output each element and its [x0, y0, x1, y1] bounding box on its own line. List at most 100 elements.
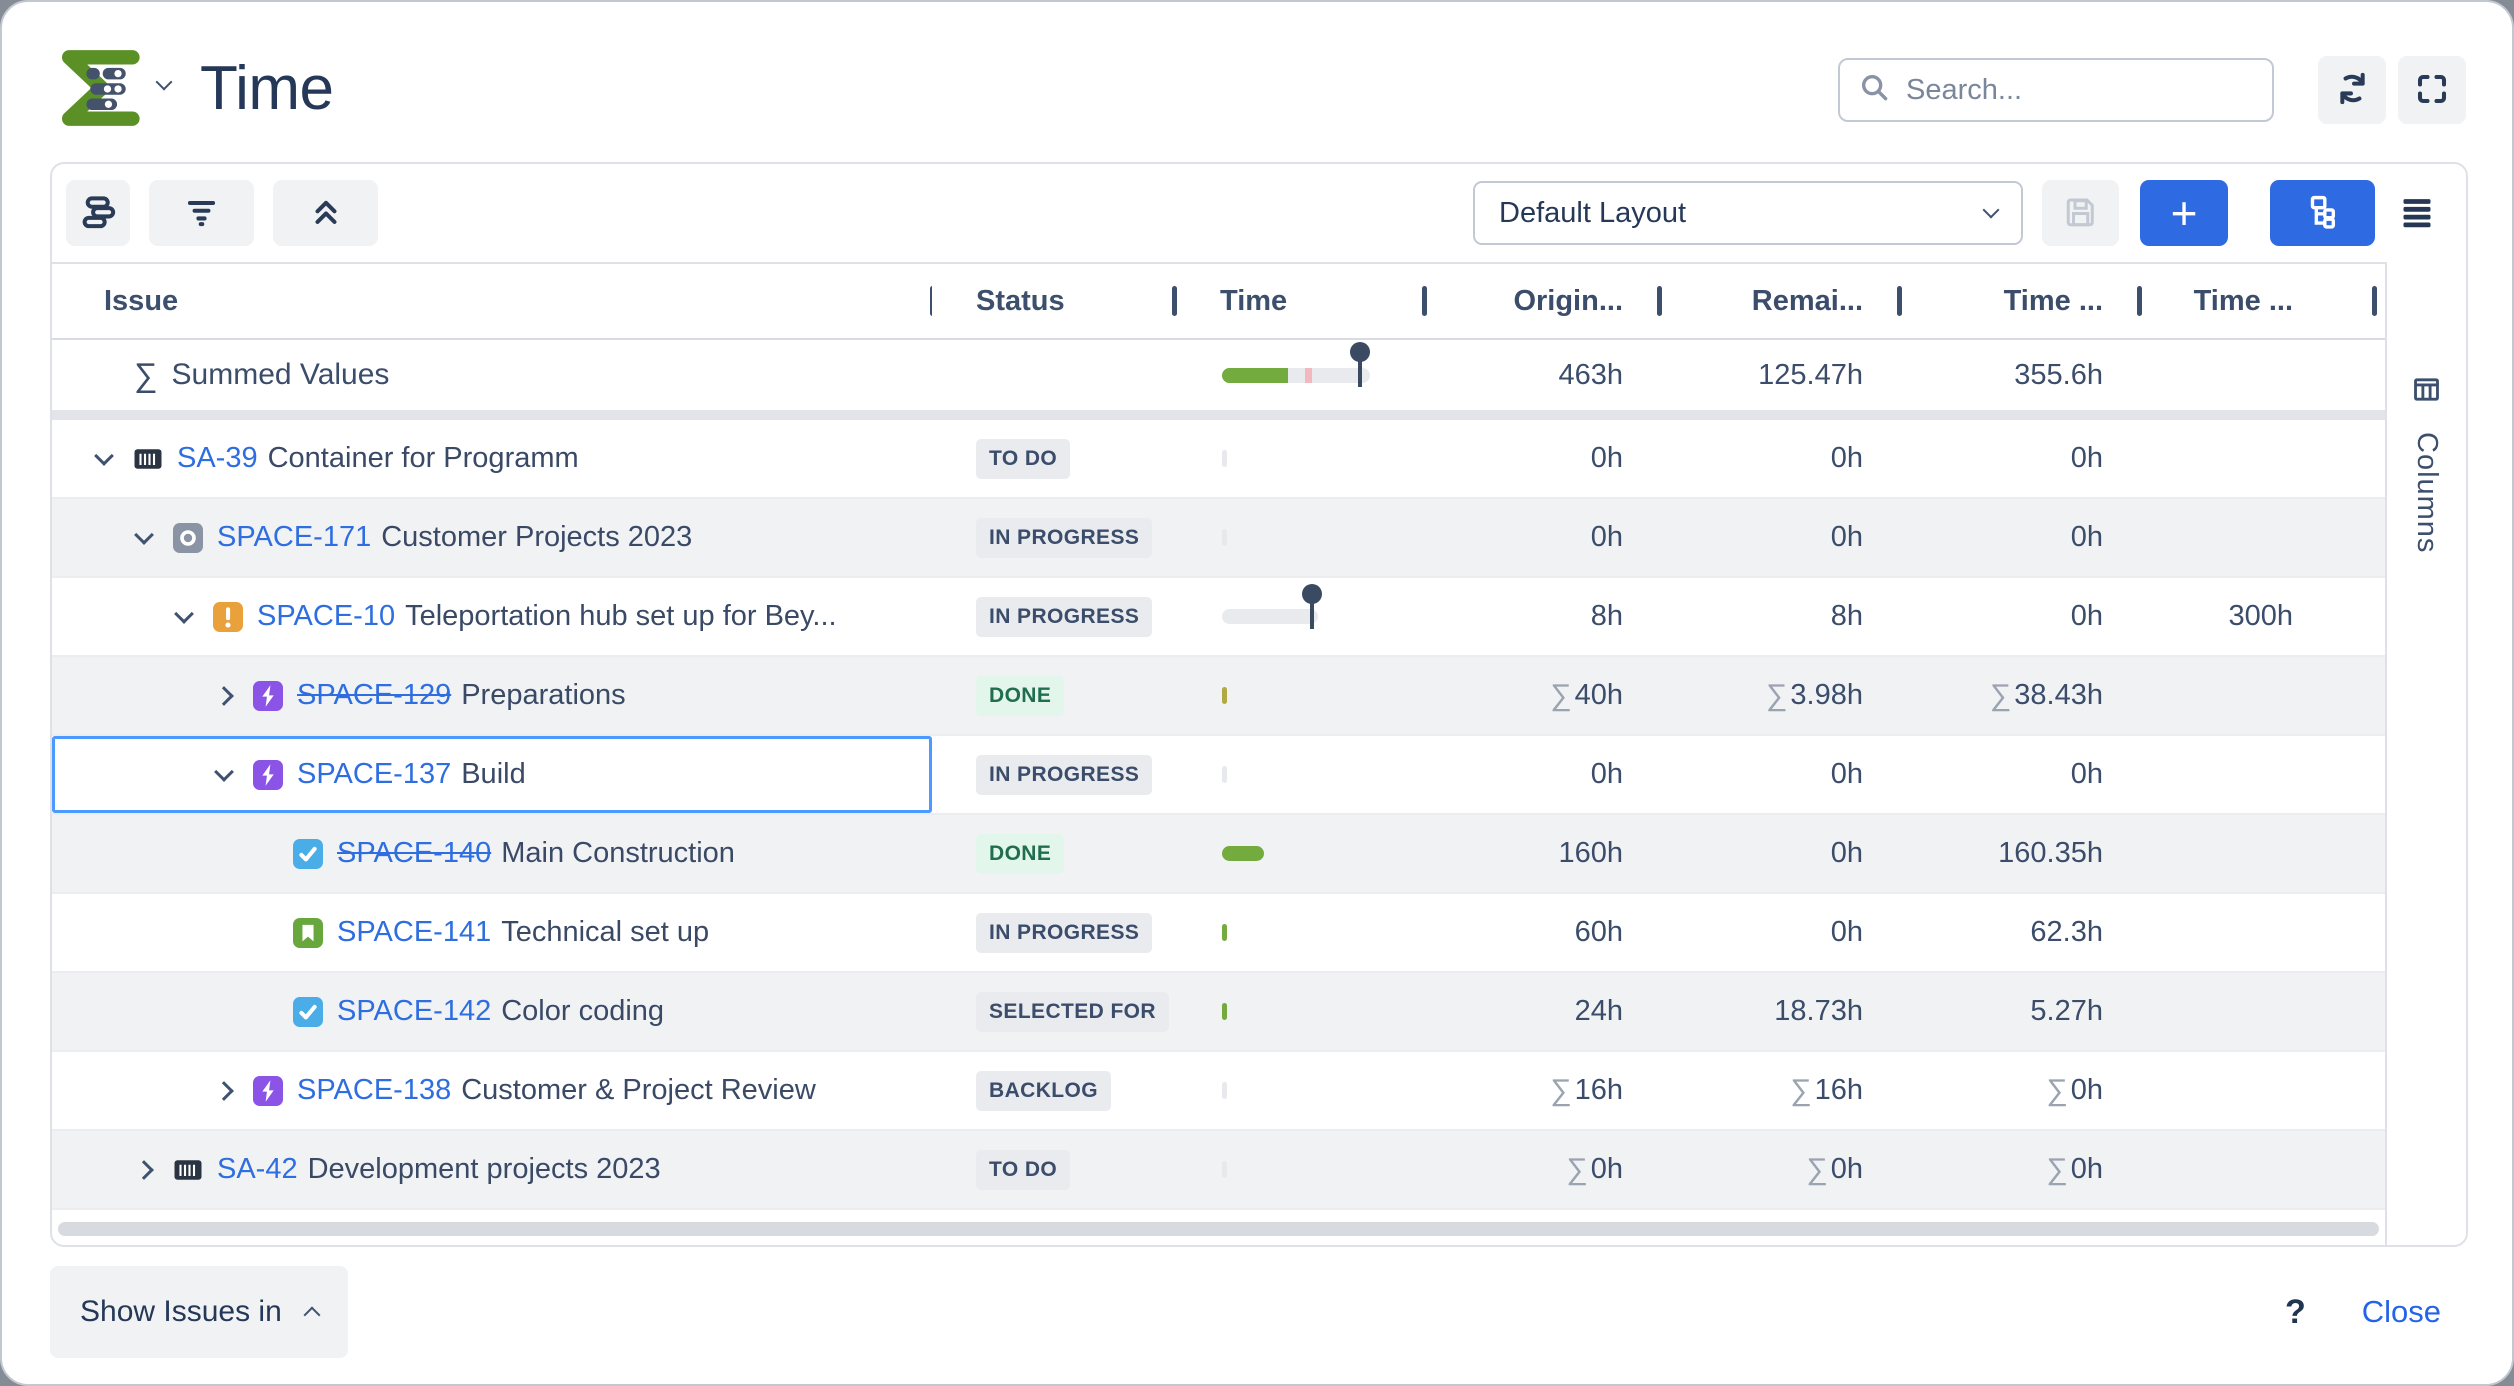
- dialog-header: Time: [50, 38, 2466, 142]
- column-resize-handle[interactable]: [1657, 286, 1662, 316]
- column-resize-handle[interactable]: [1897, 286, 1902, 316]
- issue-cell[interactable]: SA-42 Development projects 2023: [52, 1131, 932, 1208]
- column-header-5[interactable]: Time ...: [1899, 264, 2142, 338]
- table-row[interactable]: SPACE-142 Color coding SELECTED FOR 24h …: [52, 973, 2385, 1052]
- issue-key-link[interactable]: SPACE-142: [337, 995, 492, 1027]
- column-header-2[interactable]: Time: [1174, 264, 1427, 338]
- column-header-4[interactable]: Remai...: [1659, 264, 1902, 338]
- issue-key-link[interactable]: SA-39: [177, 442, 258, 474]
- cell-value: 0h: [1830, 521, 1863, 553]
- collapse-all-button[interactable]: [273, 180, 378, 246]
- issue-key-link[interactable]: SPACE-10: [257, 600, 396, 632]
- issue-key-link[interactable]: SA-42: [217, 1153, 298, 1185]
- table-row[interactable]: SA-42 Development projects 2023 TO DO ∑ 0…: [52, 1131, 2385, 1210]
- table-row[interactable]: SA-39 Container for Programm TO DO 0h 0h…: [52, 420, 2385, 499]
- expander-chevron-down-icon[interactable]: [94, 445, 114, 466]
- issue-cell[interactable]: SPACE-141 Technical set up: [52, 894, 932, 971]
- expander-chevron-right-icon[interactable]: [134, 1159, 154, 1180]
- column-resize-handle[interactable]: [1422, 286, 1427, 316]
- issue-key-link[interactable]: SPACE-137: [297, 758, 452, 790]
- table-row[interactable]: SPACE-10 Teleportation hub set up for Be…: [52, 578, 2385, 657]
- column-header-0[interactable]: Issue: [52, 264, 932, 338]
- issue-cell[interactable]: SPACE-142 Color coding: [52, 973, 932, 1050]
- columns-panel-tab[interactable]: Columns: [2385, 262, 2466, 1245]
- time-spent-cell: ∑ 0h: [1899, 1052, 2139, 1129]
- table-row[interactable]: SPACE-171 Customer Projects 2023 IN PROG…: [52, 499, 2385, 578]
- app-sigma-logo-icon[interactable]: [50, 42, 142, 139]
- original-estimate-cell: 160h: [1424, 815, 1659, 892]
- cell-value: 0h: [2070, 442, 2103, 474]
- column-resize-handle[interactable]: [2137, 286, 2142, 316]
- issue-key-link[interactable]: SPACE-140: [337, 837, 492, 869]
- time-extra-cell: [2139, 657, 2385, 734]
- expander-chevron-right-icon[interactable]: [214, 1080, 234, 1101]
- help-button[interactable]: ?: [2284, 1292, 2306, 1331]
- table-row[interactable]: SPACE-140 Main Construction DONE 160h 0h…: [52, 815, 2385, 894]
- expander-chevron-down-icon[interactable]: [134, 524, 154, 545]
- list-view-button[interactable]: [2382, 180, 2452, 246]
- fullscreen-button[interactable]: [2398, 56, 2466, 124]
- sum-sigma-icon: ∑: [1790, 1073, 1812, 1107]
- save-layout-button[interactable]: [2042, 180, 2119, 246]
- time-progress-tick: [1222, 1003, 1227, 1020]
- summary-status-cell: [932, 340, 1174, 410]
- table-row[interactable]: SPACE-129 Preparations DONE ∑ 40h ∑ 3.98h …: [52, 657, 2385, 736]
- expander-chevron-down-icon[interactable]: [174, 603, 194, 624]
- table-row[interactable]: SPACE-137 Build IN PROGRESS 0h 0h 0h: [52, 736, 2385, 815]
- subproject-icon: [173, 522, 203, 553]
- cell-value: 0h: [2070, 521, 2103, 553]
- status-cell: IN PROGRESS: [932, 578, 1174, 655]
- issue-key-link[interactable]: SPACE-129: [297, 679, 452, 711]
- time-bar-cell: [1174, 736, 1424, 813]
- horizontal-scrollbar[interactable]: [58, 1222, 2379, 1236]
- expander-chevron-down-icon[interactable]: [214, 761, 234, 782]
- layout-select[interactable]: Default Layout: [1473, 181, 2023, 245]
- issue-title: Teleportation hub set up for Bey...: [405, 600, 837, 632]
- time-spent-cell: 0h: [1899, 499, 2139, 576]
- cell-value: 0h: [1830, 758, 1863, 790]
- column-resize-handle[interactable]: [930, 286, 932, 316]
- status-cell: DONE: [932, 815, 1174, 892]
- summary-remaining-cell: 125.47h: [1758, 358, 1863, 391]
- sum-sigma-icon: ∑: [1989, 678, 2012, 712]
- issue-cell[interactable]: SPACE-10 Teleportation hub set up for Be…: [52, 578, 932, 655]
- show-issues-in-button[interactable]: Show Issues in: [50, 1266, 348, 1358]
- refresh-button[interactable]: [2318, 56, 2386, 124]
- issue-cell[interactable]: SPACE-138 Customer & Project Review: [52, 1052, 932, 1129]
- issue-key-link[interactable]: SPACE-138: [297, 1074, 452, 1106]
- column-header-label: Origin...: [1513, 284, 1623, 317]
- column-header-3[interactable]: Origin...: [1424, 264, 1662, 338]
- status-cell: DONE: [932, 657, 1174, 734]
- issue-cell[interactable]: SPACE-171 Customer Projects 2023: [52, 499, 932, 576]
- issue-cell[interactable]: SA-39 Container for Programm: [52, 420, 932, 497]
- column-resize-handle[interactable]: [1172, 286, 1177, 316]
- search-box[interactable]: [1838, 58, 2274, 122]
- issue-key-link[interactable]: SPACE-141: [337, 916, 492, 948]
- column-header-1[interactable]: Status: [932, 264, 1177, 338]
- structure-button[interactable]: [66, 180, 130, 246]
- filter-button[interactable]: [149, 180, 254, 246]
- app-menu-chevron-down-icon[interactable]: [155, 73, 173, 91]
- issue-cell[interactable]: SPACE-129 Preparations: [52, 657, 932, 734]
- status-cell: TO DO: [932, 420, 1174, 497]
- column-header-label: Time: [1220, 284, 1288, 317]
- issue-cell[interactable]: SPACE-140 Main Construction: [52, 815, 932, 892]
- filter-icon: [183, 193, 220, 233]
- search-input[interactable]: [1906, 73, 2254, 107]
- issue-title: Build: [461, 758, 526, 790]
- cell-value: 160.35h: [1998, 837, 2103, 869]
- status-cell: IN PROGRESS: [932, 736, 1174, 813]
- sum-sigma-icon: ∑: [1766, 678, 1788, 712]
- issue-key-link[interactable]: SPACE-171: [217, 521, 372, 553]
- add-button[interactable]: +: [2140, 180, 2228, 246]
- close-link[interactable]: Close: [2361, 1294, 2441, 1329]
- cell-value: 0h: [1830, 837, 1863, 869]
- table-row[interactable]: SPACE-138 Customer & Project Review BACK…: [52, 1052, 2385, 1131]
- tree-view-button[interactable]: [2270, 180, 2375, 246]
- column-resize-handle[interactable]: [2372, 286, 2377, 316]
- expander-chevron-right-icon[interactable]: [214, 685, 234, 706]
- column-header-6[interactable]: Time ...: [2139, 264, 2385, 338]
- issue-cell[interactable]: SPACE-137 Build: [52, 736, 932, 813]
- table-row[interactable]: SPACE-141 Technical set up IN PROGRESS 6…: [52, 894, 2385, 973]
- cell-value: 0h: [1590, 442, 1623, 474]
